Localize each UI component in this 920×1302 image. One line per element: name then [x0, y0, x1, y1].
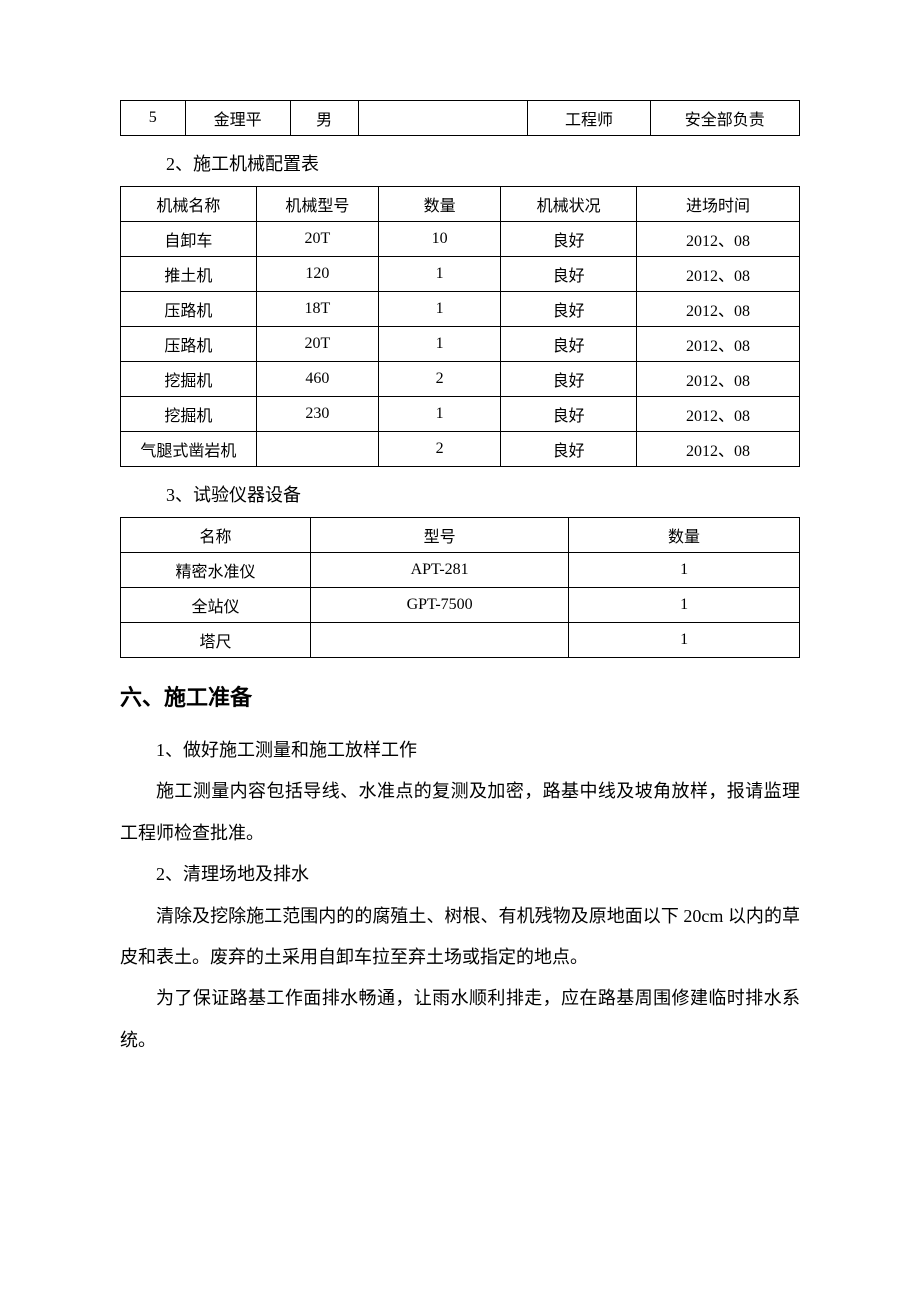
cell: 挖掘机	[121, 362, 257, 397]
caption-machinery: 2、施工机械配置表	[166, 150, 800, 176]
table-row: 挖掘机 230 1 良好 2012、08	[121, 397, 800, 432]
cell: 良好	[501, 292, 637, 327]
col-header: 数量	[569, 518, 800, 553]
table-row: 全站仪 GPT-7500 1	[121, 588, 800, 623]
cell: 良好	[501, 327, 637, 362]
col-header: 机械名称	[121, 187, 257, 222]
cell: 20T	[256, 222, 378, 257]
table-row: 塔尺 1	[121, 623, 800, 658]
table-row: 精密水准仪 APT-281 1	[121, 553, 800, 588]
cell: 推土机	[121, 257, 257, 292]
cell: 1	[379, 257, 501, 292]
paragraph: 2、清理场地及排水	[120, 854, 800, 895]
paragraph: 为了保证路基工作面排水畅通，让雨水顺利排走，应在路基周围修建临时排水系统。	[120, 978, 800, 1061]
cell: 自卸车	[121, 222, 257, 257]
cell: 1	[379, 327, 501, 362]
col-header: 机械状况	[501, 187, 637, 222]
cell: APT-281	[311, 553, 569, 588]
section-heading-6: 六、施工准备	[120, 680, 800, 712]
paragraph: 1、做好施工测量和施工放样工作	[120, 730, 800, 771]
cell: 2012、08	[637, 432, 800, 467]
col-header: 名称	[121, 518, 311, 553]
cell-blank	[358, 101, 528, 136]
cell-duty: 安全部负责	[650, 101, 799, 136]
cell	[311, 623, 569, 658]
cell: 20T	[256, 327, 378, 362]
cell-name: 金理平	[185, 101, 290, 136]
cell: 460	[256, 362, 378, 397]
col-header: 机械型号	[256, 187, 378, 222]
cell: 挖掘机	[121, 397, 257, 432]
cell: 2	[379, 362, 501, 397]
cell: 18T	[256, 292, 378, 327]
cell: 2012、08	[637, 362, 800, 397]
paragraph: 清除及挖除施工范围内的的腐殖土、树根、有机残物及原地面以下 20cm 以内的草皮…	[120, 896, 800, 979]
cell: 良好	[501, 222, 637, 257]
cell: 塔尺	[121, 623, 311, 658]
cell: 120	[256, 257, 378, 292]
col-header: 进场时间	[637, 187, 800, 222]
cell: GPT-7500	[311, 588, 569, 623]
table-row: 自卸车 20T 10 良好 2012、08	[121, 222, 800, 257]
table-row: 5 金理平 男 工程师 安全部负责	[121, 101, 800, 136]
table-row: 压路机 20T 1 良好 2012、08	[121, 327, 800, 362]
cell: 1	[379, 292, 501, 327]
cell: 全站仪	[121, 588, 311, 623]
cell: 良好	[501, 257, 637, 292]
cell: 气腿式凿岩机	[121, 432, 257, 467]
caption-instruments: 3、试验仪器设备	[166, 481, 800, 507]
cell-gender: 男	[290, 101, 358, 136]
cell: 压路机	[121, 327, 257, 362]
cell: 良好	[501, 432, 637, 467]
table-header-row: 名称 型号 数量	[121, 518, 800, 553]
cell: 10	[379, 222, 501, 257]
table-row: 推土机 120 1 良好 2012、08	[121, 257, 800, 292]
cell: 1	[569, 588, 800, 623]
cell-title: 工程师	[528, 101, 650, 136]
cell: 良好	[501, 397, 637, 432]
cell: 精密水准仪	[121, 553, 311, 588]
cell: 良好	[501, 362, 637, 397]
cell: 2012、08	[637, 327, 800, 362]
cell-index: 5	[121, 101, 186, 136]
table-row: 压路机 18T 1 良好 2012、08	[121, 292, 800, 327]
cell: 2	[379, 432, 501, 467]
personnel-table-fragment: 5 金理平 男 工程师 安全部负责	[120, 100, 800, 136]
table-row: 气腿式凿岩机 2 良好 2012、08	[121, 432, 800, 467]
col-header: 数量	[379, 187, 501, 222]
paragraph: 施工测量内容包括导线、水准点的复测及加密，路基中线及坡角放样，报请监理工程师检查…	[120, 771, 800, 854]
cell: 1	[379, 397, 501, 432]
cell: 2012、08	[637, 292, 800, 327]
cell: 1	[569, 553, 800, 588]
cell	[256, 432, 378, 467]
col-header: 型号	[311, 518, 569, 553]
cell: 2012、08	[637, 222, 800, 257]
table-header-row: 机械名称 机械型号 数量 机械状况 进场时间	[121, 187, 800, 222]
cell: 2012、08	[637, 257, 800, 292]
instruments-table: 名称 型号 数量 精密水准仪 APT-281 1 全站仪 GPT-7500 1 …	[120, 517, 800, 658]
document-page: 5 金理平 男 工程师 安全部负责 2、施工机械配置表 机械名称 机械型号 数量…	[0, 0, 920, 1141]
cell: 2012、08	[637, 397, 800, 432]
cell: 压路机	[121, 292, 257, 327]
table-row: 挖掘机 460 2 良好 2012、08	[121, 362, 800, 397]
cell: 230	[256, 397, 378, 432]
machinery-table: 机械名称 机械型号 数量 机械状况 进场时间 自卸车 20T 10 良好 201…	[120, 186, 800, 467]
cell: 1	[569, 623, 800, 658]
